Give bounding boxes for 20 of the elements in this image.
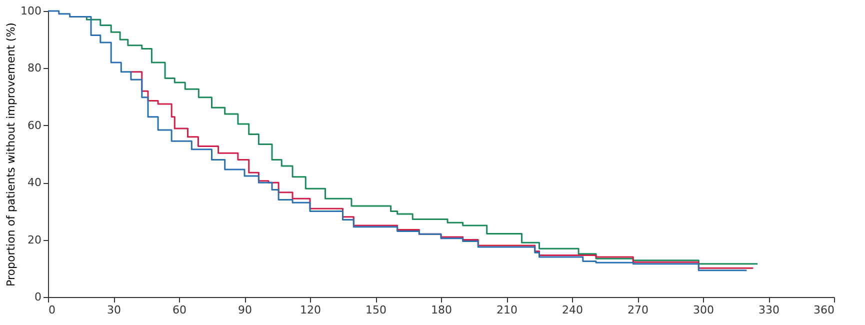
- x-tick-label: 300: [693, 304, 714, 316]
- x-tick-label: 30: [107, 304, 121, 316]
- x-tick-label: 120: [300, 304, 321, 316]
- y-tick-label: 20: [28, 233, 42, 246]
- y-tick-label: 60: [28, 118, 42, 132]
- x-tick-label: 150: [366, 304, 386, 316]
- x-tick-label: 210: [496, 304, 518, 316]
- x-tick-label: 0: [48, 304, 56, 316]
- x-tick-label: 330: [758, 304, 780, 316]
- y-tick-label: 80: [28, 62, 42, 75]
- x-tick-label: 270: [628, 304, 648, 316]
- y-tick-label: 0: [34, 290, 42, 304]
- y-axis-title: Proportion of patients without improvement (%): [4, 22, 18, 286]
- x-tick-label: 90: [238, 304, 252, 316]
- x-tick-label: 180: [431, 304, 452, 316]
- x-tick-label: 240: [562, 304, 583, 316]
- x-tick-label: 360: [814, 304, 834, 316]
- x-tick-label: 60: [172, 304, 186, 316]
- y-tick-label: 100: [20, 4, 42, 18]
- y-tick-label: 40: [28, 176, 42, 190]
